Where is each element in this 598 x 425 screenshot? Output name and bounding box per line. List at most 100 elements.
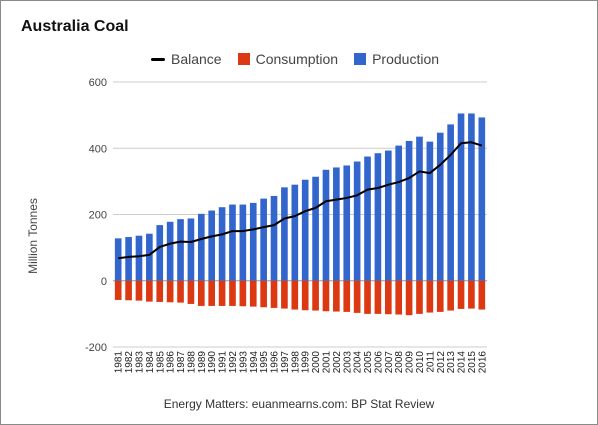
bar-consumption xyxy=(426,280,434,313)
x-tick-label: 1997 xyxy=(280,351,291,374)
x-tick-label: 1996 xyxy=(270,351,281,374)
bar-production xyxy=(166,221,174,281)
bar-consumption xyxy=(156,280,164,302)
line-balance xyxy=(118,141,483,260)
x-tick-label: 1995 xyxy=(259,351,270,374)
bar-production xyxy=(260,198,267,281)
chart-title: Australia Coal xyxy=(21,18,129,35)
x-tick-label: 1986 xyxy=(166,351,177,374)
bar-production xyxy=(270,195,278,281)
x-tick-label: 2007 xyxy=(384,351,395,374)
legend-label-balance: Balance xyxy=(171,51,222,67)
bar-production xyxy=(249,202,257,281)
bar-consumption xyxy=(468,280,475,309)
bar-production xyxy=(135,235,143,281)
bar-production xyxy=(301,179,309,281)
x-tick-label: 1989 xyxy=(197,351,208,374)
bar-consumption xyxy=(291,280,299,310)
bar-consumption xyxy=(146,280,153,302)
bar-consumption xyxy=(114,280,122,300)
bar-production xyxy=(333,167,340,281)
x-tick-label: 1984 xyxy=(145,351,156,374)
x-tick-label: 2016 xyxy=(477,351,488,374)
x-tick-label: 2000 xyxy=(311,351,322,374)
bar-consumption xyxy=(353,280,361,313)
bar-consumption xyxy=(197,280,205,306)
bar-consumption xyxy=(260,280,267,308)
bar-consumption xyxy=(281,280,288,309)
bar-consumption xyxy=(447,280,454,311)
bar-production xyxy=(457,113,465,281)
bar-production xyxy=(447,124,454,281)
x-tick-label: 1994 xyxy=(249,351,260,374)
x-tick-label: 1987 xyxy=(176,351,187,374)
x-tick-label: 2015 xyxy=(467,351,478,374)
bar-production xyxy=(156,225,164,281)
bar-consumption xyxy=(364,280,371,314)
legend-item-balance[interactable]: Balance xyxy=(151,51,222,67)
y-tick-label: 200 xyxy=(89,210,107,222)
legend-item-production[interactable]: Production xyxy=(354,51,439,67)
bar-production xyxy=(343,165,351,281)
x-tick-label: 2014 xyxy=(457,351,468,374)
bar-consumption xyxy=(457,280,465,309)
x-tick-label: 2003 xyxy=(342,351,353,374)
bar-production xyxy=(322,169,330,281)
bar-production xyxy=(177,219,184,281)
bar-consumption xyxy=(229,280,236,306)
chart-legend: Balance Consumption Production xyxy=(151,50,455,68)
bar-production xyxy=(197,213,205,281)
x-tick-label: 2002 xyxy=(332,351,343,374)
bar-production xyxy=(281,187,288,281)
y-tick-label: 600 xyxy=(89,77,107,89)
bar-consumption xyxy=(177,280,184,303)
legend-item-consumption[interactable]: Consumption xyxy=(237,51,339,67)
legend-label-production: Production xyxy=(372,51,440,67)
bar-consumption xyxy=(405,280,413,316)
x-tick-label: 2010 xyxy=(415,351,426,374)
bar-production xyxy=(114,238,122,281)
legend-swatch-consumption xyxy=(237,53,250,65)
bar-production xyxy=(312,176,319,281)
x-tick-label: 2011 xyxy=(425,351,436,373)
legend-label-consumption: Consumption xyxy=(255,51,339,67)
bar-production xyxy=(374,153,382,281)
bar-consumption xyxy=(301,280,309,311)
bar-consumption xyxy=(333,280,340,312)
x-tick-label: 2012 xyxy=(436,351,447,374)
bar-production xyxy=(218,207,226,281)
x-tick-label: 2008 xyxy=(394,351,405,374)
x-tick-label: 1998 xyxy=(290,351,301,374)
bar-consumption xyxy=(478,280,486,310)
x-tick-label: 1981 xyxy=(114,351,125,374)
x-tick-label: 1985 xyxy=(155,351,166,374)
legend-swatch-production xyxy=(354,53,367,65)
bar-consumption xyxy=(218,280,226,306)
bar-production xyxy=(384,150,392,281)
bar-production xyxy=(229,204,236,281)
bar-consumption xyxy=(322,280,330,312)
x-tick-label: 1991 xyxy=(218,351,229,374)
x-tick-label: 1999 xyxy=(301,351,312,374)
bar-production xyxy=(146,233,153,281)
y-tick-label: 400 xyxy=(89,143,107,155)
y-tick-label: -200 xyxy=(85,342,107,354)
bar-consumption xyxy=(395,280,403,315)
bar-production xyxy=(478,117,486,281)
bar-consumption xyxy=(270,280,278,308)
bar-consumption xyxy=(187,280,195,304)
x-tick-label: 2006 xyxy=(373,351,384,374)
bar-consumption xyxy=(208,280,216,306)
bar-consumption xyxy=(166,280,174,303)
x-tick-label: 2013 xyxy=(446,351,457,374)
x-tick-label: 1982 xyxy=(124,351,135,374)
bar-production xyxy=(395,145,403,281)
bar-production xyxy=(239,204,247,281)
bar-production xyxy=(291,184,299,281)
x-tick-label: 1983 xyxy=(134,351,145,374)
bar-consumption xyxy=(249,280,257,307)
bar-production xyxy=(468,113,475,281)
bar-consumption xyxy=(135,280,143,301)
